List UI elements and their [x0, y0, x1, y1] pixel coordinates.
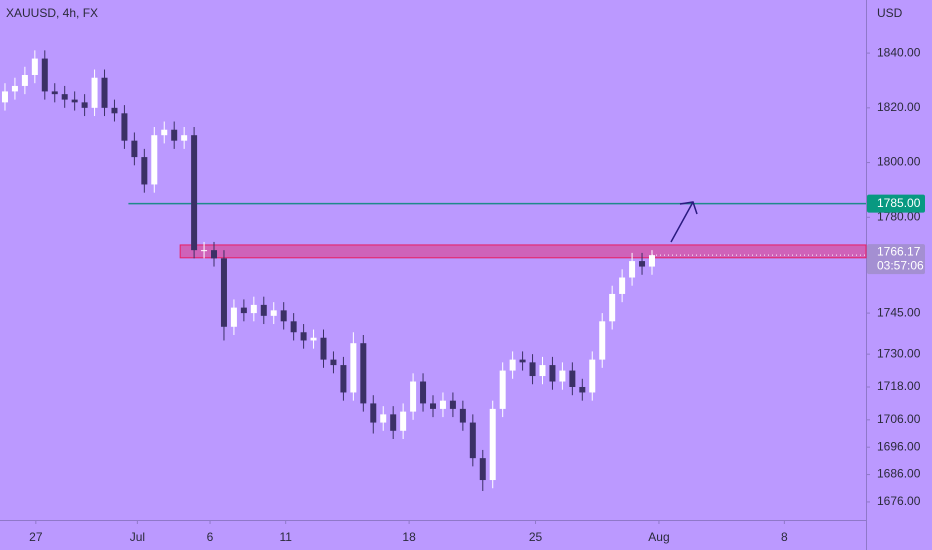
y-tick-label: 1745.00	[877, 305, 921, 319]
candle-body	[310, 337, 317, 341]
x-tick-label: 25	[529, 530, 543, 544]
x-tick-label: 27	[29, 530, 43, 544]
candle-body	[499, 370, 506, 409]
candle-body	[111, 107, 118, 114]
candle-body	[91, 77, 98, 108]
level-tag-label: 1785.00	[877, 196, 921, 210]
x-tick-label: 18	[402, 530, 416, 544]
candle-body	[619, 277, 626, 294]
candle-body	[191, 135, 198, 251]
y-tick-label: 1696.00	[877, 439, 921, 453]
currency-label: USD	[877, 6, 903, 20]
symbol-title: XAUUSD, 4h, FX	[6, 6, 98, 20]
candle-body	[121, 113, 128, 141]
candle-body	[330, 359, 337, 366]
candle-body	[459, 408, 466, 423]
candle-body	[320, 337, 327, 360]
candle-body	[410, 381, 417, 412]
arrow	[670, 201, 698, 243]
candle-body	[61, 94, 68, 100]
candle-body	[569, 370, 576, 387]
x-tick-label: 11	[279, 530, 292, 544]
candle-body	[161, 129, 168, 136]
candle-body	[270, 310, 277, 316]
y-tick-label: 1718.00	[877, 379, 921, 393]
candle-body	[260, 304, 267, 316]
candle-body	[141, 157, 148, 185]
arrow-line	[670, 201, 694, 243]
candle-body	[31, 58, 38, 75]
candle-body	[439, 400, 446, 409]
candle-body	[479, 458, 486, 481]
candle-body	[41, 58, 48, 92]
arrow-head	[679, 201, 698, 215]
x-tick-label: 8	[781, 530, 788, 544]
y-tick-label: 1686.00	[877, 467, 921, 481]
candle-body	[360, 343, 367, 404]
y-tick-label: 1676.00	[877, 494, 921, 508]
countdown-label: 03:57:06	[877, 258, 924, 272]
candle-body	[131, 140, 138, 158]
y-tick-label: 1780.00	[877, 209, 921, 223]
level-tag	[867, 194, 925, 213]
candle-body	[529, 362, 536, 377]
y-tick-label: 1800.00	[877, 155, 921, 169]
candle-body	[420, 381, 427, 404]
candle-body	[390, 414, 397, 431]
candle-body	[629, 261, 636, 278]
candle-body	[21, 74, 28, 86]
y-tick-label: 1820.00	[877, 100, 921, 114]
candle-body	[211, 250, 218, 259]
candle-body	[559, 370, 566, 382]
candle-body	[609, 293, 616, 322]
candle-body	[71, 99, 78, 103]
y-tick-label: 1840.00	[877, 45, 921, 59]
candle-body	[171, 129, 178, 141]
candle-body	[230, 307, 237, 327]
candle-body	[220, 258, 227, 327]
candle-body	[240, 307, 247, 314]
candle-body	[1, 91, 8, 103]
candle-body	[370, 403, 377, 423]
candle-body	[539, 365, 546, 377]
y-tick-label: 1706.00	[877, 412, 921, 426]
candle-body	[380, 414, 387, 423]
y-tick-label: 1730.00	[877, 346, 921, 360]
candle-body	[280, 310, 287, 322]
candle-body	[589, 359, 596, 393]
x-tick-label: Jul	[130, 530, 145, 544]
candle-body	[350, 343, 357, 393]
candle-body	[11, 85, 18, 92]
candle-body	[489, 408, 496, 481]
candle-body	[340, 365, 347, 393]
zone	[179, 244, 867, 259]
candle-body	[81, 102, 88, 108]
candle-body	[290, 321, 297, 333]
x-tick-label: 6	[207, 530, 214, 544]
candle-body	[101, 77, 108, 108]
candle-body	[639, 261, 646, 267]
candle-body	[51, 91, 58, 95]
candle-body	[181, 135, 188, 141]
candle-body	[400, 411, 407, 431]
x-tick-label: Aug	[648, 530, 669, 544]
candle-body	[469, 422, 476, 459]
candle-body	[599, 321, 606, 360]
candle-body	[250, 304, 257, 314]
candle-body	[519, 359, 526, 363]
candle-body	[300, 332, 307, 341]
candle-body	[430, 403, 436, 409]
candle-body	[648, 255, 655, 267]
candle-body	[549, 365, 556, 382]
candle-body	[201, 250, 208, 252]
last-price-tag	[867, 244, 925, 275]
candle-body	[509, 359, 516, 371]
last-price-label: 1766.17	[877, 244, 921, 258]
candle-body	[449, 400, 456, 409]
candle-body	[579, 386, 586, 393]
candle-body	[151, 135, 158, 185]
